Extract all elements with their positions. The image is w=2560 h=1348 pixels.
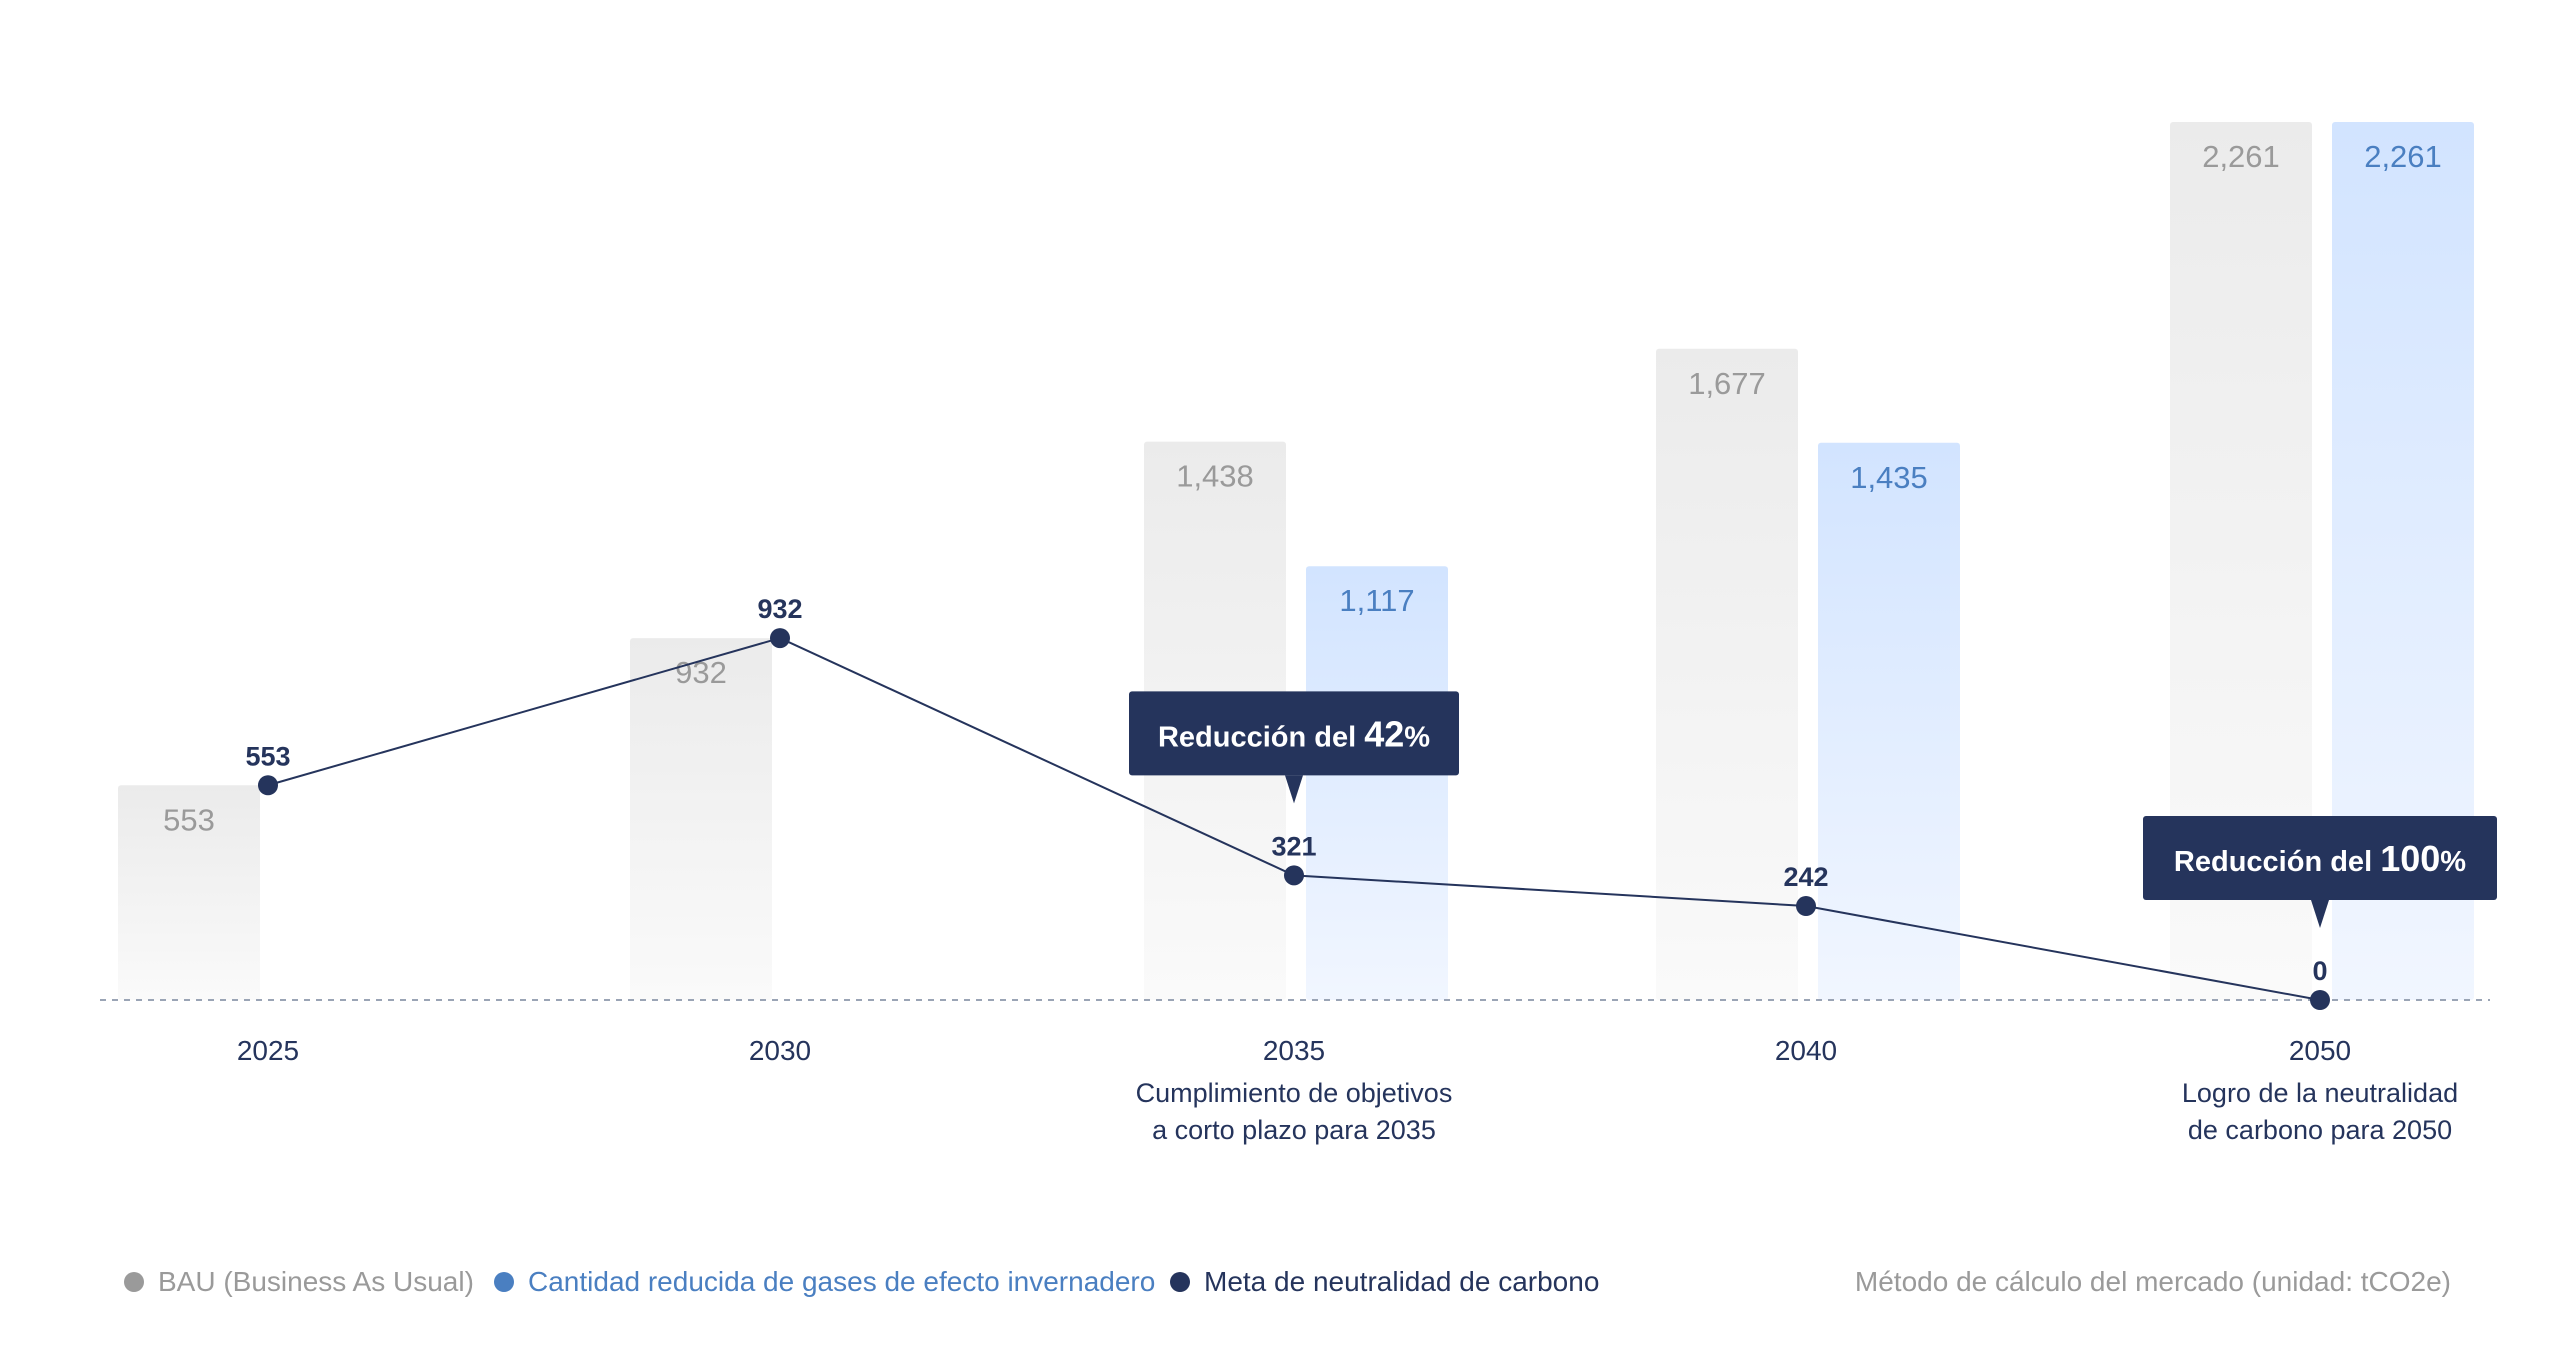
target-value-label-2040: 242 bbox=[1783, 862, 1828, 892]
legend-item-target: Meta de neutralidad de carbono bbox=[1170, 1252, 1599, 1312]
callout-pointer-2035 bbox=[1285, 775, 1303, 804]
bau-value-label-2025: 553 bbox=[163, 802, 215, 837]
x-note-2035-line-2: a corto plazo para 2035 bbox=[1152, 1115, 1436, 1145]
reduced-value-label-2035: 1,117 bbox=[1339, 583, 1414, 618]
reduced-bar-2040 bbox=[1818, 442, 1960, 1000]
callout-pointer-2050 bbox=[2311, 900, 2329, 928]
legend-item-reduced: Cantidad reducida de gases de efecto inv… bbox=[494, 1252, 1155, 1312]
x-note-2050-line-1: Logro de la neutralidad bbox=[2182, 1078, 2458, 1108]
bau-bar-2050 bbox=[2170, 122, 2312, 1000]
x-tick-label-2035: 2035 bbox=[1263, 1035, 1325, 1066]
reduced-bar-2050 bbox=[2332, 122, 2474, 1000]
target-value-label-2050: 0 bbox=[2312, 956, 2327, 986]
legend-reduced-dot-icon bbox=[494, 1272, 514, 1292]
reduced-value-label-2040: 1,435 bbox=[1850, 460, 1928, 495]
chart-legend: BAU (Business As Usual) Cantidad reducid… bbox=[0, 1252, 2560, 1312]
x-note-2050-line-2: de carbono para 2050 bbox=[2188, 1115, 2452, 1145]
callout-box-2035 bbox=[1129, 691, 1459, 776]
bau-bar-2025 bbox=[118, 785, 260, 1000]
reduced-bar-2035 bbox=[1306, 566, 1448, 1000]
bau-value-label-2035: 1,438 bbox=[1176, 459, 1254, 494]
legend-item-bau: BAU (Business As Usual) bbox=[124, 1252, 474, 1312]
legend-reduced-label: Cantidad reducida de gases de efecto inv… bbox=[528, 1266, 1156, 1297]
target-point-2050 bbox=[2310, 990, 2330, 1010]
bau-value-label-2050: 2,261 bbox=[2202, 139, 2280, 174]
callout-text-2035: Reducción del 42% bbox=[1158, 713, 1430, 754]
bau-bar-2040 bbox=[1656, 348, 1798, 1000]
legend-bau-dot-icon bbox=[124, 1272, 144, 1292]
callout-text-2050: Reducción del 100% bbox=[2174, 838, 2466, 879]
legend-bau-label: BAU (Business As Usual) bbox=[158, 1266, 474, 1297]
target-value-label-2035: 321 bbox=[1271, 831, 1316, 861]
target-point-2040 bbox=[1796, 896, 1816, 917]
target-point-2025 bbox=[258, 775, 278, 796]
target-value-label-2025: 553 bbox=[245, 741, 290, 771]
legend-target-dot-icon bbox=[1170, 1272, 1190, 1292]
bau-value-label-2040: 1,677 bbox=[1688, 366, 1766, 401]
bau-bar-2030 bbox=[630, 638, 772, 1000]
target-value-label-2030: 932 bbox=[757, 594, 802, 624]
x-tick-label-2050: 2050 bbox=[2289, 1035, 2351, 1066]
x-tick-label-2030: 2030 bbox=[749, 1035, 811, 1066]
legend-target-label: Meta de neutralidad de carbono bbox=[1204, 1266, 1600, 1297]
reduced-value-label-2050: 2,261 bbox=[2364, 139, 2442, 174]
x-tick-label-2040: 2040 bbox=[1775, 1035, 1837, 1066]
legend-unit-note: Método de cálculo del mercado (unidad: t… bbox=[1854, 1266, 2451, 1297]
x-note-2035-line-1: Cumplimiento de objetivos bbox=[1136, 1078, 1453, 1108]
x-tick-label-2025: 2025 bbox=[237, 1035, 299, 1066]
target-point-2030 bbox=[770, 628, 790, 649]
callout-box-2050 bbox=[2143, 816, 2497, 900]
target-point-2035 bbox=[1284, 865, 1304, 886]
